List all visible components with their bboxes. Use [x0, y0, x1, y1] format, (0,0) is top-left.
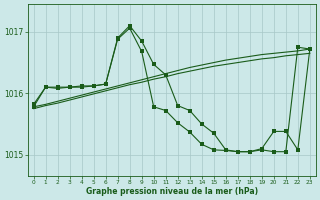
- X-axis label: Graphe pression niveau de la mer (hPa): Graphe pression niveau de la mer (hPa): [86, 187, 258, 196]
